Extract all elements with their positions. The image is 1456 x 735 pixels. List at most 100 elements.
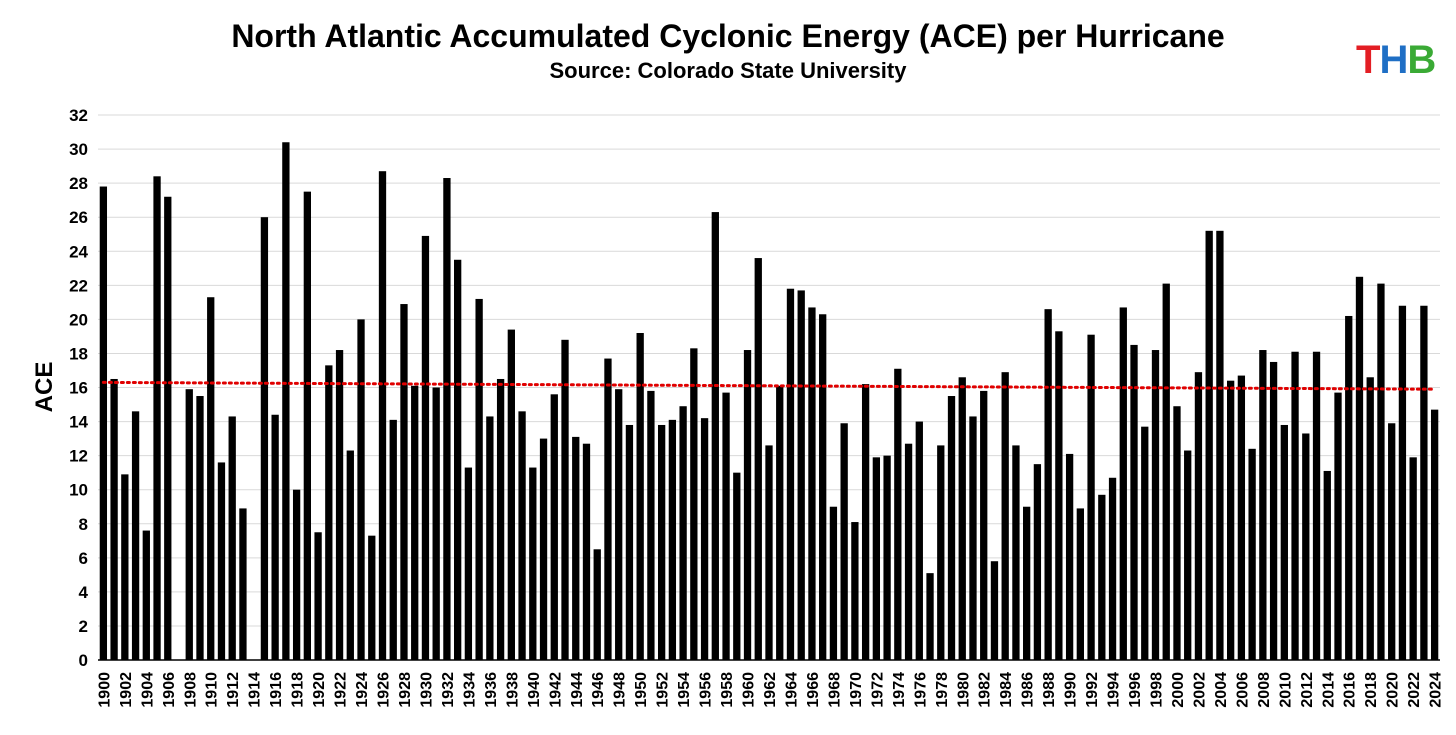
x-tick-label: 1916 <box>268 672 285 708</box>
x-tick-label: 2002 <box>1191 672 1208 708</box>
bar-1925 <box>368 535 376 660</box>
bar-1939 <box>518 411 526 660</box>
bar-2024 <box>1430 409 1439 660</box>
bar-2020 <box>1388 423 1396 660</box>
x-tick-label: 2016 <box>1342 672 1359 708</box>
bar-1962 <box>765 445 773 660</box>
bar-1949 <box>625 424 634 660</box>
bar-1959 <box>733 472 741 660</box>
x-tick-label: 1986 <box>1020 672 1037 708</box>
x-tick-label: 2022 <box>1406 672 1423 708</box>
bar-2022 <box>1409 457 1417 660</box>
bar-1940 <box>529 467 537 660</box>
x-tick-label: 2020 <box>1385 672 1402 708</box>
x-tick-label: 1974 <box>891 672 908 708</box>
x-tick-label: 1910 <box>204 672 221 708</box>
bar-1985 <box>1012 445 1020 660</box>
x-tick-label: 1958 <box>719 672 736 708</box>
y-tick-label: 16 <box>69 379 88 398</box>
bar-2008 <box>1259 350 1267 660</box>
bar-1954 <box>679 406 687 660</box>
bar-1975 <box>904 443 913 660</box>
x-tick-label: 1946 <box>590 672 607 708</box>
x-tick-label: 1950 <box>633 672 650 708</box>
bar-1912 <box>228 416 236 660</box>
logo-letter-h: H <box>1379 38 1408 82</box>
x-tick-label: 1992 <box>1084 672 1101 708</box>
bar-1936 <box>486 416 494 660</box>
x-tick-label: 1972 <box>869 672 886 708</box>
bar-1923 <box>346 450 354 660</box>
x-tick-label: 1952 <box>655 672 672 708</box>
bar-1977 <box>926 573 934 660</box>
bar-1919 <box>303 191 311 660</box>
x-tick-label: 1906 <box>161 672 178 708</box>
bar-1943 <box>561 339 569 660</box>
bar-1902 <box>121 474 129 660</box>
x-tick-label: 1912 <box>225 672 242 708</box>
y-tick-label: 18 <box>69 344 88 363</box>
bar-1958 <box>722 392 730 660</box>
bar-2003 <box>1205 230 1213 660</box>
x-tick-label: 1962 <box>762 672 779 708</box>
x-tick-label: 1984 <box>998 672 1015 708</box>
bar-1930 <box>421 235 430 661</box>
bar-2017 <box>1355 276 1364 660</box>
x-tick-label: 1990 <box>1063 672 1080 708</box>
bar-1986 <box>1023 506 1031 660</box>
y-tick-label: 8 <box>79 515 88 534</box>
bar-1905 <box>153 176 161 660</box>
x-tick-label: 1932 <box>440 672 457 708</box>
bar-2015 <box>1334 392 1342 660</box>
bar-1909 <box>196 396 204 660</box>
bar-2012 <box>1302 433 1310 660</box>
bar-1935 <box>475 298 483 660</box>
x-tick-label: 2010 <box>1277 672 1294 708</box>
thb-logo: THB <box>1356 38 1436 82</box>
x-tick-label: 1924 <box>354 672 371 708</box>
y-tick-label: 20 <box>69 310 88 329</box>
x-tick-label: 1956 <box>698 672 715 708</box>
bar-1983 <box>990 561 999 660</box>
bar-1928 <box>400 304 408 660</box>
bar-1961 <box>754 258 762 660</box>
bar-2009 <box>1269 361 1278 660</box>
bar-1952 <box>657 424 666 660</box>
x-tick-label: 2014 <box>1320 672 1337 708</box>
x-tick-label: 2012 <box>1299 672 1316 708</box>
bar-1917 <box>282 142 290 660</box>
bar-1947 <box>604 358 612 660</box>
bar-1998 <box>1151 350 1160 660</box>
bar-1976 <box>915 421 923 660</box>
bar-2005 <box>1227 380 1235 660</box>
x-tick-label: 2024 <box>1428 672 1445 708</box>
bar-1927 <box>389 419 397 660</box>
bar-1995 <box>1119 307 1127 660</box>
bar-1911 <box>217 462 226 660</box>
x-tick-label: 1926 <box>376 672 393 708</box>
bar-1993 <box>1098 494 1106 660</box>
x-tick-label: 1930 <box>418 672 435 708</box>
x-tick-label: 1966 <box>805 672 822 708</box>
y-tick-label: 6 <box>79 549 88 568</box>
bar-2023 <box>1420 305 1428 660</box>
bar-1931 <box>432 387 440 660</box>
bar-1988 <box>1044 309 1052 660</box>
x-tick-label: 1976 <box>912 672 929 708</box>
bar-2018 <box>1366 377 1374 660</box>
x-tick-label: 1996 <box>1127 672 1144 708</box>
x-tick-label: 1934 <box>461 672 478 708</box>
bar-1963 <box>776 385 784 660</box>
y-tick-label: 10 <box>69 481 88 500</box>
x-tick-label: 1982 <box>977 672 994 708</box>
bar-1972 <box>872 457 881 660</box>
bar-1955 <box>690 348 698 660</box>
bar-1906 <box>164 196 172 660</box>
bar-2016 <box>1345 315 1353 660</box>
bar-1978 <box>937 445 945 660</box>
x-tick-label: 1964 <box>783 672 800 708</box>
x-tick-label: 2008 <box>1256 672 1273 708</box>
bar-1946 <box>593 549 601 660</box>
x-tick-label: 1994 <box>1106 672 1123 708</box>
y-tick-label: 26 <box>69 208 88 227</box>
